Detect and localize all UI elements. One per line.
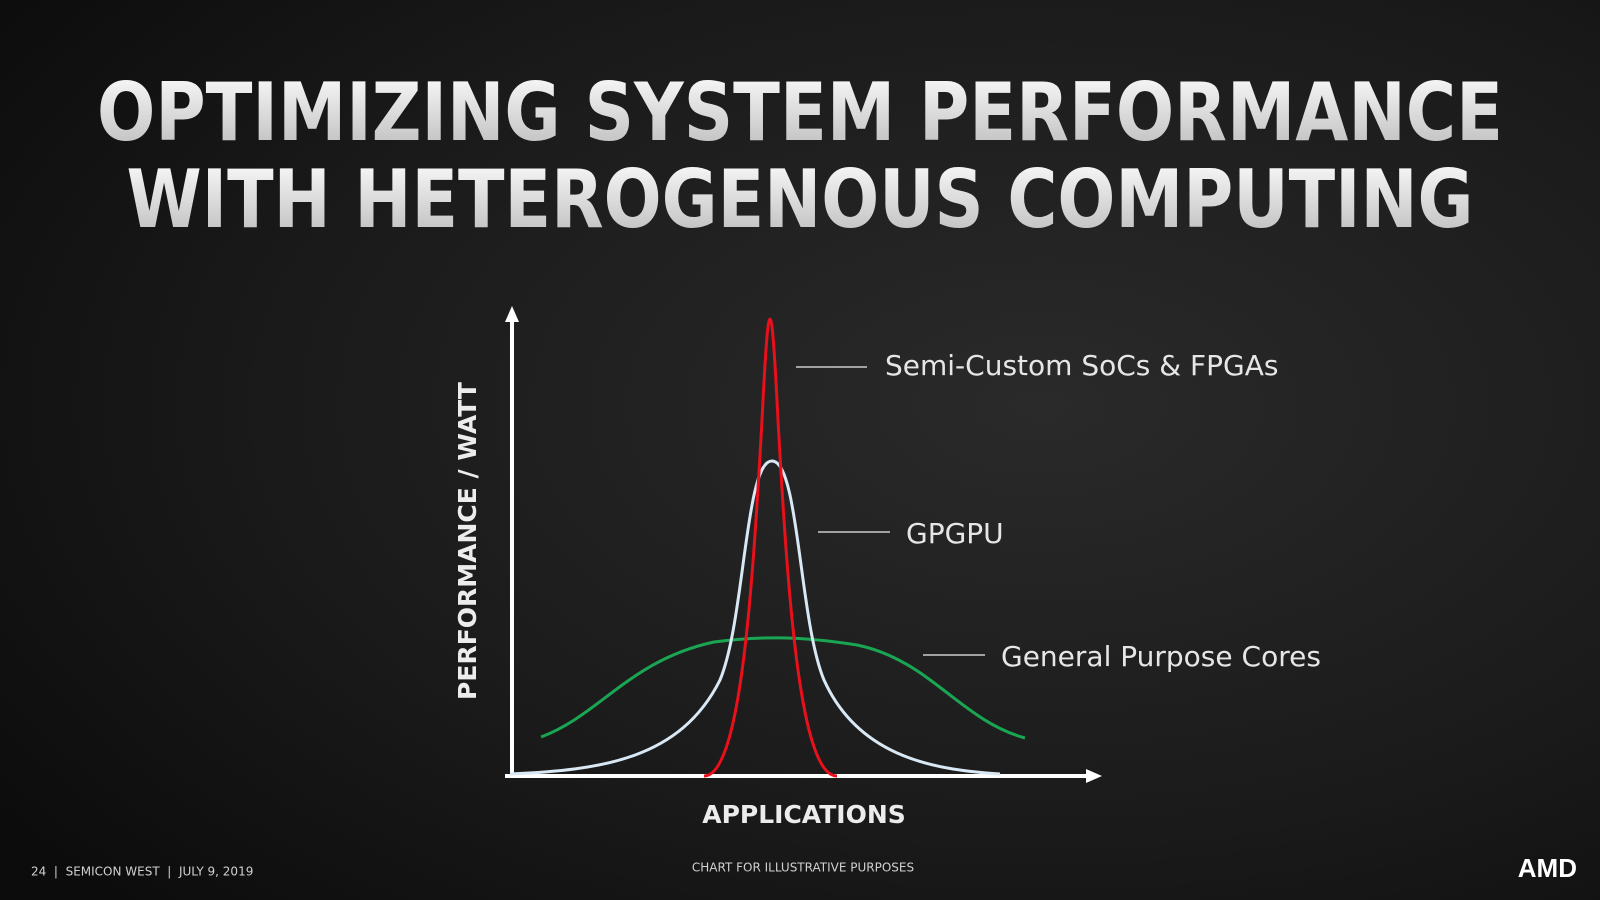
general-purpose-curve [540,636,1026,740]
curve-label: Semi-Custom SoCs & FPGAs [885,349,1278,382]
title: WITH HETEROGENOUS COMPUTING [127,153,1474,246]
note: CHART FOR ILLUSTRATIVE PURPOSES [692,861,914,875]
curve-label: GPGPU [906,517,1004,550]
y-axis-arrow [505,306,519,322]
gpgpu-curve [509,459,1001,776]
title: OPTIMIZING SYSTEM PERFORMANCE [97,66,1503,159]
footer-info: 24 | SEMICON WEST | JULY 9, 2019 [31,865,253,879]
logo: AMD [1518,853,1577,883]
fpga-curve [703,317,838,778]
y-axis-label: PERFORMANCE / WATT [453,382,482,700]
x-axis-arrow [1086,769,1102,783]
curve-label: General Purpose Cores [1001,640,1321,673]
x-axis-label: APPLICATIONS [702,800,906,829]
